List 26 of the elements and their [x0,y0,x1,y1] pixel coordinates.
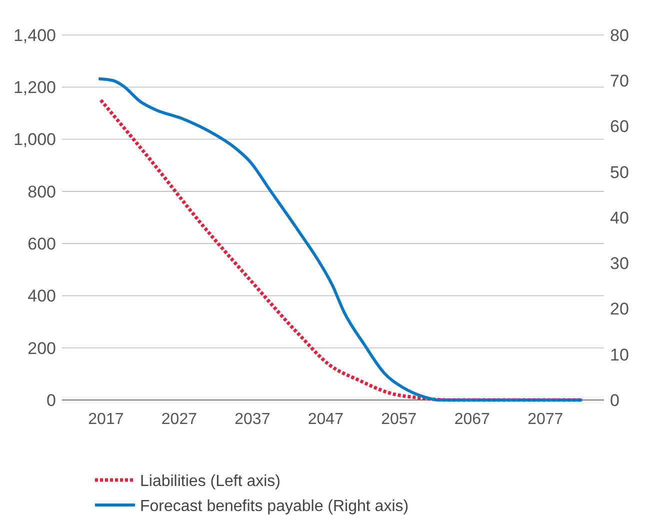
y-tick-label: 0 [46,390,56,410]
x-tick-label: 2027 [161,411,198,428]
y-tick-label: 400 [28,286,56,306]
y2-tick-label: 30 [610,254,629,274]
x-tick-label: 2037 [234,411,270,428]
y2-tick-label: 0 [610,390,620,410]
y2-tick-label: 40 [610,208,629,228]
x-tick-label: 2057 [381,411,417,428]
y2-tick-label: 50 [610,162,629,182]
y2-tick-label: 60 [610,117,629,136]
x-tick-label: 2067 [454,411,490,428]
x-tick-label: 2017 [88,411,124,428]
y2-tick-label: 10 [610,345,629,364]
y2-tick-label: 20 [610,300,629,319]
legend-label: Forecast benefits payable (Right axis) [140,498,409,515]
y-tick-label: 1,400 [13,26,56,45]
y2-tick-label: 80 [610,26,629,45]
y2-tick-label: 70 [610,72,629,91]
y-tick-label: 1,200 [13,78,56,98]
y-tick-label: 600 [28,234,56,254]
x-tick-label: 2077 [528,411,564,428]
legend-label: Liabilities (Left axis) [140,473,280,490]
y-tick-label: 1,000 [13,130,56,150]
y-tick-label: 800 [28,182,56,202]
y-tick-label: 200 [28,338,56,358]
x-tick-label: 2047 [308,411,344,428]
